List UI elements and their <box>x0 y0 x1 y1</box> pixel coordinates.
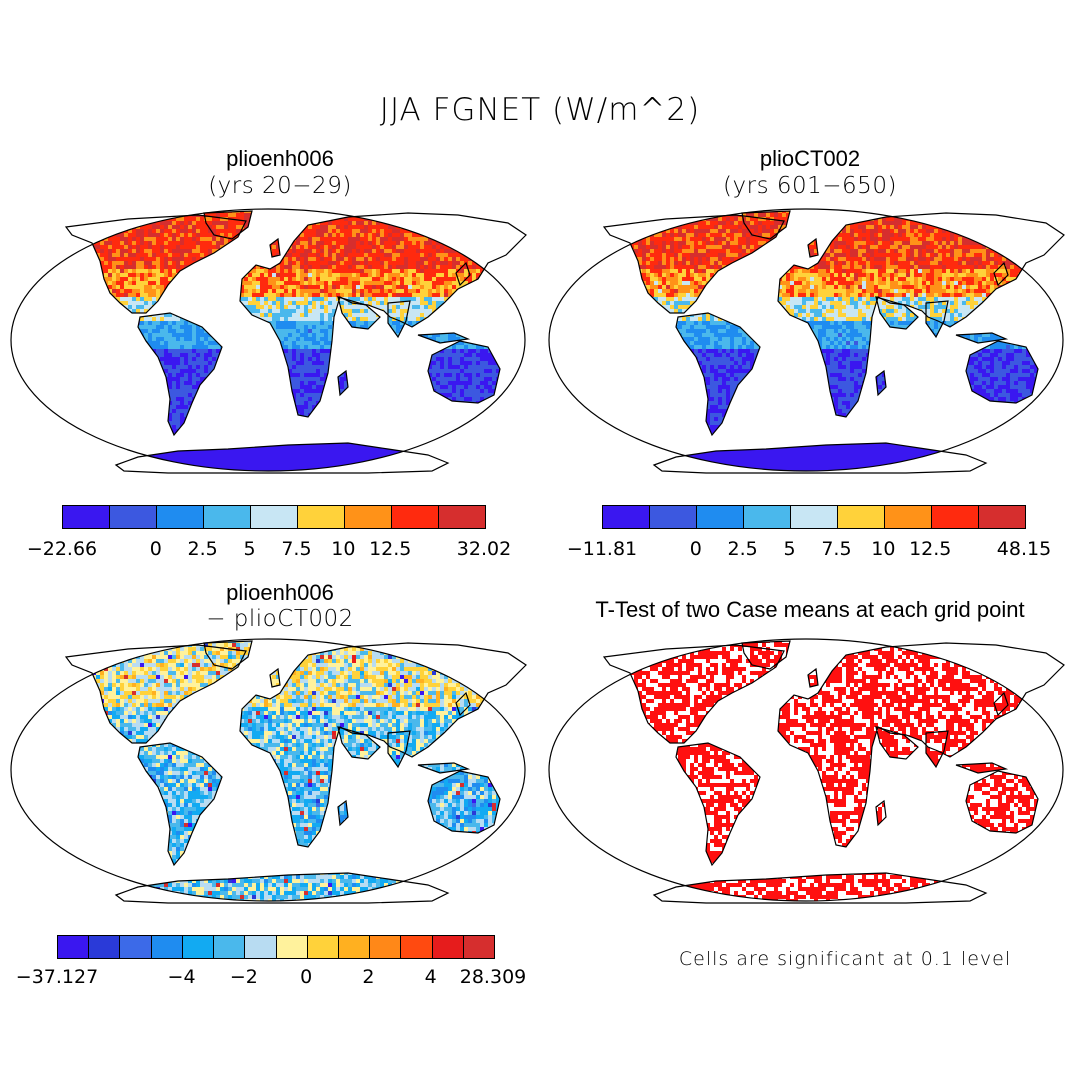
colorbar-swatch <box>370 936 402 958</box>
colorbar-swatch <box>89 936 121 958</box>
colorbar-swatch <box>345 506 392 528</box>
panel-bl-subtitle: − plioCT002 <box>130 606 430 632</box>
panel-tl-title: plioenh006 <box>130 146 430 172</box>
colorbar-swatch <box>650 506 697 528</box>
colorbar-swatch <box>182 936 215 958</box>
colorbar-swatch <box>245 936 277 958</box>
coastlines <box>602 210 1065 474</box>
colorbar-swatch <box>439 506 485 528</box>
colorbar-tick-label: 7.5 <box>281 538 311 560</box>
colorbar-tl <box>62 505 486 529</box>
colorbar-tick-label: 5 <box>244 538 256 560</box>
colorbar-tick-label: 0 <box>150 538 162 560</box>
colorbar-swatch <box>744 506 791 528</box>
colorbar-tick-label: 4 <box>425 966 437 988</box>
colorbar-tr <box>602 505 1026 529</box>
colorbar-tick-label: 7.5 <box>821 538 851 560</box>
colorbar-swatch <box>251 506 298 528</box>
colorbar-swatch <box>120 936 152 958</box>
colorbar-swatch <box>214 936 246 958</box>
colorbar-swatch <box>151 936 183 958</box>
colorbar-tick-label: 32.02 <box>457 538 511 560</box>
colorbar-tick-label: −37.127 <box>16 966 98 988</box>
panel-tr-subtitle: (yrs 601−650) <box>660 173 960 199</box>
colorbar-swatch <box>791 506 838 528</box>
colorbar-swatch <box>204 506 251 528</box>
coastlines <box>64 210 527 474</box>
colorbar-swatch <box>979 506 1025 528</box>
colorbar-tick-label: 5 <box>784 538 796 560</box>
colorbar-tick-label: 10 <box>871 538 895 560</box>
colorbar-tick-label: 10 <box>331 538 355 560</box>
colorbar-tick-label: 2 <box>362 966 374 988</box>
colorbar-tick-label: 0 <box>690 538 702 560</box>
colorbar-swatch <box>932 506 979 528</box>
colorbar-tr-ticks: −11.81 0 2.5 5 7.5 10 12.5 48.15 <box>567 538 1051 562</box>
colorbar-swatch <box>157 506 204 528</box>
colorbar-swatch <box>838 506 885 528</box>
map-panel-tl <box>10 208 527 474</box>
colorbar-tick-label: 0 <box>300 966 312 988</box>
map-panel-bl <box>10 638 527 904</box>
colorbar-tick-label: 2.5 <box>188 538 218 560</box>
colorbar-tick-label: 28.309 <box>460 966 526 988</box>
panel-br-title: T-Test of two Case means at each grid po… <box>560 597 1060 623</box>
coastlines <box>602 640 1065 904</box>
map-border <box>548 638 1064 902</box>
colorbar-swatch <box>392 506 439 528</box>
colorbar-tick-label: 48.15 <box>997 538 1051 560</box>
colorbar-swatch <box>58 936 90 958</box>
colorbar-swatch <box>338 936 371 958</box>
panel-bl-title: plioenh006 <box>130 580 430 606</box>
colorbar-bl-ticks: −37.127 −4 −2 0 2 4 28.309 <box>16 966 526 990</box>
map-border <box>548 208 1064 472</box>
colorbar-tick-label: 12.5 <box>909 538 951 560</box>
colorbar-swatch <box>276 936 308 958</box>
colorbar-swatch <box>432 936 464 958</box>
colorbar-swatch <box>463 936 495 958</box>
colorbar-tick-label: −2 <box>230 966 258 988</box>
map-panel-tr <box>548 208 1065 474</box>
colorbar-tick-label: −4 <box>168 966 196 988</box>
map-panel-br <box>548 638 1065 904</box>
map-border <box>10 638 526 902</box>
colorbar-tick-label: 12.5 <box>369 538 411 560</box>
colorbar-tl-ticks: −22.66 0 2.5 5 7.5 10 12.5 32.02 <box>27 538 511 562</box>
panel-tr-title: plioCT002 <box>660 146 960 172</box>
colorbar-swatch <box>298 506 345 528</box>
colorbar-bl <box>57 935 495 959</box>
colorbar-swatch <box>110 506 157 528</box>
map-border <box>10 208 526 472</box>
colorbar-swatch <box>885 506 932 528</box>
colorbar-tick-label: 2.5 <box>728 538 758 560</box>
colorbar-swatch <box>697 506 744 528</box>
coastlines <box>64 640 527 904</box>
significance-note: Cells are significant at 0.1 level <box>640 948 1050 970</box>
colorbar-tick-label: −22.66 <box>27 538 97 560</box>
figure-title: JJA FGNET (W/m^2) <box>0 92 1080 128</box>
colorbar-tick-label: −11.81 <box>567 538 637 560</box>
colorbar-swatch <box>307 936 339 958</box>
colorbar-swatch <box>401 936 433 958</box>
colorbar-swatch <box>603 506 650 528</box>
colorbar-swatch <box>63 506 110 528</box>
panel-tl-subtitle: (yrs 20−29) <box>130 173 430 199</box>
